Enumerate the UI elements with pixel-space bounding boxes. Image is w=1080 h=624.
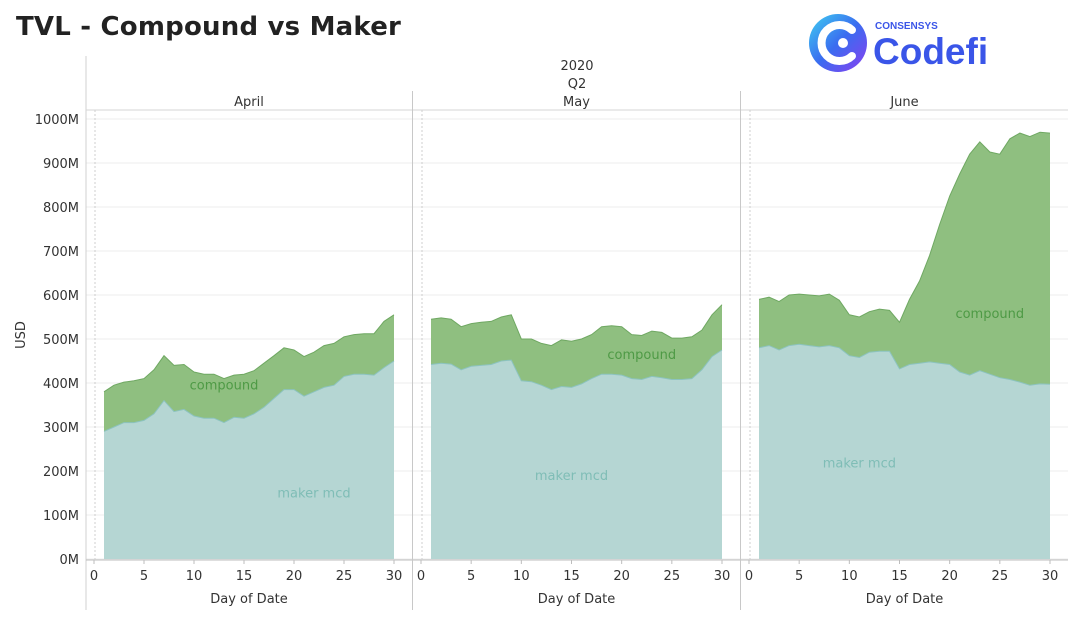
y-tick-label: 1000M xyxy=(35,113,79,128)
logo-big-text: Codefi xyxy=(873,31,988,72)
y-tick-label: 600M xyxy=(43,289,79,304)
y-tick-label: 400M xyxy=(43,377,79,392)
codefi-emblem-icon xyxy=(809,14,867,72)
x-tick-label: 5 xyxy=(467,569,475,584)
maker-mcd-area xyxy=(104,361,394,559)
x-tick-label: 0 xyxy=(417,569,425,584)
x-tick-label: 10 xyxy=(513,569,530,584)
compound-label: compound xyxy=(955,307,1024,322)
x-tick-label: 0 xyxy=(90,569,98,584)
y-tick-label: 500M xyxy=(43,333,79,348)
compound-top-line xyxy=(430,304,723,347)
x-tick-label: 10 xyxy=(186,569,203,584)
x-axis: 0 5 10 15 20 25 30 Day of Date 0 5 10 15 20 25 30 Day o… xyxy=(90,560,1058,607)
panel-header-april: April xyxy=(234,95,264,110)
logo-small-text: CONSENSYS xyxy=(875,21,938,32)
y-tick-label: 100M xyxy=(43,509,79,524)
y-axis: 0M 100M 200M 300M 400M 500M 600M 700M 800M 900M 10… xyxy=(14,113,79,568)
y-tick-label: 200M xyxy=(43,465,79,480)
maker-mcd-line xyxy=(103,360,395,432)
codefi-logo: CONSENSYS Codefi xyxy=(809,14,988,72)
compound-label: compound xyxy=(607,348,676,363)
x-tick-label: 5 xyxy=(795,569,803,584)
maker-mcd-area xyxy=(431,350,722,559)
x-tick-label: 5 xyxy=(140,569,148,584)
compound-label: compound xyxy=(190,379,259,394)
x-axis-label: Day of Date xyxy=(866,592,944,607)
x-axis-label: Day of Date xyxy=(538,592,616,607)
compound-area xyxy=(431,304,722,390)
x-tick-label: 20 xyxy=(613,569,630,584)
x-tick-label: 15 xyxy=(236,569,253,584)
x-tick-label: 20 xyxy=(286,569,303,584)
maker-mcd-label: maker mcd xyxy=(823,456,896,471)
maker-mcd-line xyxy=(758,343,1051,386)
chart-frame xyxy=(85,56,1068,610)
x-tick-label: 0 xyxy=(745,569,753,584)
y-tick-label: 700M xyxy=(43,245,79,260)
x-tick-label: 25 xyxy=(664,569,681,584)
compound-top-line xyxy=(103,314,395,393)
chart-title: TVL - Compound vs Maker xyxy=(16,12,402,42)
x-tick-label: 30 xyxy=(386,569,403,584)
x-tick-label: 25 xyxy=(336,569,353,584)
maker-mcd-area xyxy=(759,344,1050,559)
x-tick-label: 30 xyxy=(1042,569,1059,584)
y-tick-label: 300M xyxy=(43,421,79,436)
x-tick-label: 20 xyxy=(941,569,958,584)
maker-mcd-label: maker mcd xyxy=(535,469,608,484)
panel-header-may: May xyxy=(563,95,590,110)
compound-top-line xyxy=(758,131,1051,324)
panel-april: compound maker mcd xyxy=(103,314,395,559)
x-tick-label: 15 xyxy=(891,569,908,584)
panel-june: compound maker mcd xyxy=(758,131,1051,559)
panel-may: compound maker mcd xyxy=(430,304,723,559)
y-tick-label: 900M xyxy=(43,157,79,172)
panel-headers: 2020 Q2 April May June xyxy=(234,59,919,110)
panel-header-june: June xyxy=(889,95,918,110)
x-tick-label: 15 xyxy=(563,569,580,584)
y-axis-label: USD xyxy=(14,321,29,349)
x-axis-label: Day of Date xyxy=(210,592,288,607)
x-tick-label: 30 xyxy=(714,569,731,584)
x-tick-label: 25 xyxy=(992,569,1009,584)
compound-area xyxy=(104,314,394,432)
y-tick-label: 800M xyxy=(43,201,79,216)
header-quarter: Q2 xyxy=(568,77,587,92)
maker-mcd-label: maker mcd xyxy=(277,486,350,501)
compound-area xyxy=(759,132,1050,386)
maker-mcd-line xyxy=(430,349,723,391)
y-tick-label: 0M xyxy=(60,553,80,568)
x-tick-label: 10 xyxy=(841,569,858,584)
header-year: 2020 xyxy=(560,59,593,74)
